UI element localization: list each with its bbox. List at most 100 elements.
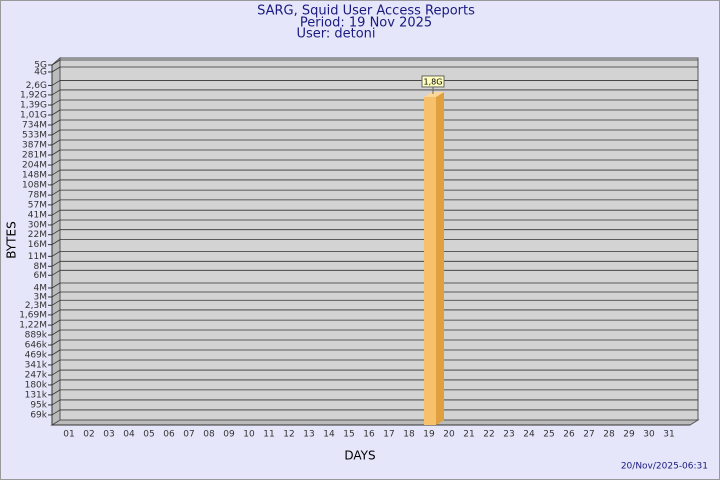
grid-line-side [51, 149, 61, 156]
x-tick-label: 16 [363, 430, 375, 440]
y-tick-label: 22M [28, 230, 47, 240]
grid-line-side [51, 109, 61, 116]
grid-line-side [51, 269, 61, 276]
x-tick-label: 07 [183, 430, 194, 440]
y-tick-label: 1,39G [20, 101, 47, 111]
plot-left-wall [51, 56, 61, 426]
x-tick-label: 18 [403, 430, 415, 440]
y-tick-label: 341k [25, 360, 48, 370]
value-label: 1,8G [424, 77, 443, 86]
x-tick-label: 05 [143, 430, 154, 440]
y-tick-label: 8M [34, 262, 48, 272]
y-tick-label: 469k [25, 351, 48, 361]
grid-line-side [51, 309, 61, 316]
grid-line-side [51, 169, 61, 176]
grid-line-side [51, 199, 61, 206]
x-tick-label: 06 [163, 430, 175, 440]
y-tick-label: 1,92G [20, 90, 47, 100]
x-tick-label: 22 [483, 430, 494, 440]
grid-line-side [51, 409, 61, 416]
grid-line-side [51, 260, 61, 267]
x-tick-label: 25 [543, 430, 554, 440]
x-tick-label: 09 [223, 430, 235, 440]
x-tick-label: 31 [663, 430, 674, 440]
x-tick-label: 28 [603, 430, 615, 440]
grid-line-side [51, 329, 61, 336]
grid-line-side [51, 291, 61, 298]
y-tick-label: 16M [28, 240, 47, 250]
y-tick-label: 247k [25, 371, 48, 381]
grid-line-side [51, 282, 61, 289]
y-tick-label: 30M [28, 220, 47, 230]
x-tick-label: 03 [103, 430, 114, 440]
y-tick-label: 95k [30, 400, 47, 410]
grid-line-side [51, 99, 61, 106]
grid-line-side [51, 379, 61, 386]
grid-line-side [51, 119, 61, 126]
x-tick-label: 23 [503, 430, 514, 440]
x-tick-label: 30 [643, 430, 655, 440]
grid-line-side [51, 179, 61, 186]
y-axis-label: BYTES [5, 221, 19, 258]
grid-line-side [51, 129, 61, 136]
chart-subtitle: Period: 19 Nov 2025 [300, 16, 432, 31]
x-tick-label: 20 [443, 430, 455, 440]
y-tick-label: 533M [22, 131, 47, 141]
x-tick-label: 15 [343, 430, 354, 440]
grid-line-side [51, 399, 61, 406]
grid-line-side [51, 359, 61, 366]
y-tick-label: 5G [34, 61, 47, 71]
bar-side [436, 91, 444, 425]
chart-title: SARG, Squid User Access Reports [257, 4, 475, 19]
x-tick-label: 12 [283, 430, 294, 440]
y-tick-label: 734M [22, 120, 47, 130]
grid-line-side [51, 349, 61, 356]
y-tick-label: 11M [28, 252, 47, 262]
y-tick-label: 1,22M [19, 321, 47, 331]
grid-line-side [51, 66, 61, 73]
x-tick-label: 13 [303, 430, 314, 440]
grid-line-side [51, 59, 61, 66]
y-tick-label: 281M [22, 151, 47, 161]
x-axis-label: DAYS [344, 449, 375, 463]
y-tick-label: 3M [34, 292, 48, 302]
y-tick-label: 69k [30, 410, 47, 420]
y-tick-label: 2,6G [26, 81, 47, 91]
plot-back-wall [59, 57, 699, 421]
grid-line-side [51, 159, 61, 166]
x-tick-label: 27 [583, 430, 594, 440]
grid-line-side [51, 339, 61, 346]
grid-line-side [51, 189, 61, 196]
x-tick-label: 24 [523, 430, 535, 440]
y-tick-label: 6M [34, 271, 48, 281]
x-tick-label: 17 [383, 430, 394, 440]
x-tick-label: 21 [463, 430, 474, 440]
y-tick-label: 1,01G [20, 111, 47, 121]
grid-line-side [51, 139, 61, 146]
x-tick-label: 02 [83, 430, 94, 440]
grid-line-side [51, 369, 61, 376]
grid-line-side [51, 251, 61, 257]
y-tick-label: 204M [22, 161, 47, 171]
grid-line-side [51, 319, 61, 326]
x-tick-label: 10 [243, 430, 255, 440]
grid-line-side [51, 80, 61, 86]
bar [424, 96, 436, 425]
x-tick-label: 01 [63, 430, 74, 440]
x-tick-label: 11 [263, 430, 274, 440]
grid-line-side [51, 229, 61, 236]
y-tick-label: 4M [34, 283, 48, 293]
y-tick-label: 1,69M [19, 310, 47, 320]
y-tick-label: 108M [22, 180, 47, 190]
x-tick-label: 14 [323, 430, 335, 440]
y-tick-label: 41M [28, 211, 47, 221]
y-tick-label: 78M [28, 191, 47, 201]
y-tick-label: 4G [34, 67, 47, 77]
x-tick-label: 26 [563, 430, 575, 440]
x-tick-label: 29 [623, 430, 635, 440]
y-tick-label: 131k [25, 390, 48, 400]
x-tick-label: 08 [203, 430, 215, 440]
grid-line-side [51, 219, 61, 226]
chart-user: User: detoni [296, 27, 375, 42]
